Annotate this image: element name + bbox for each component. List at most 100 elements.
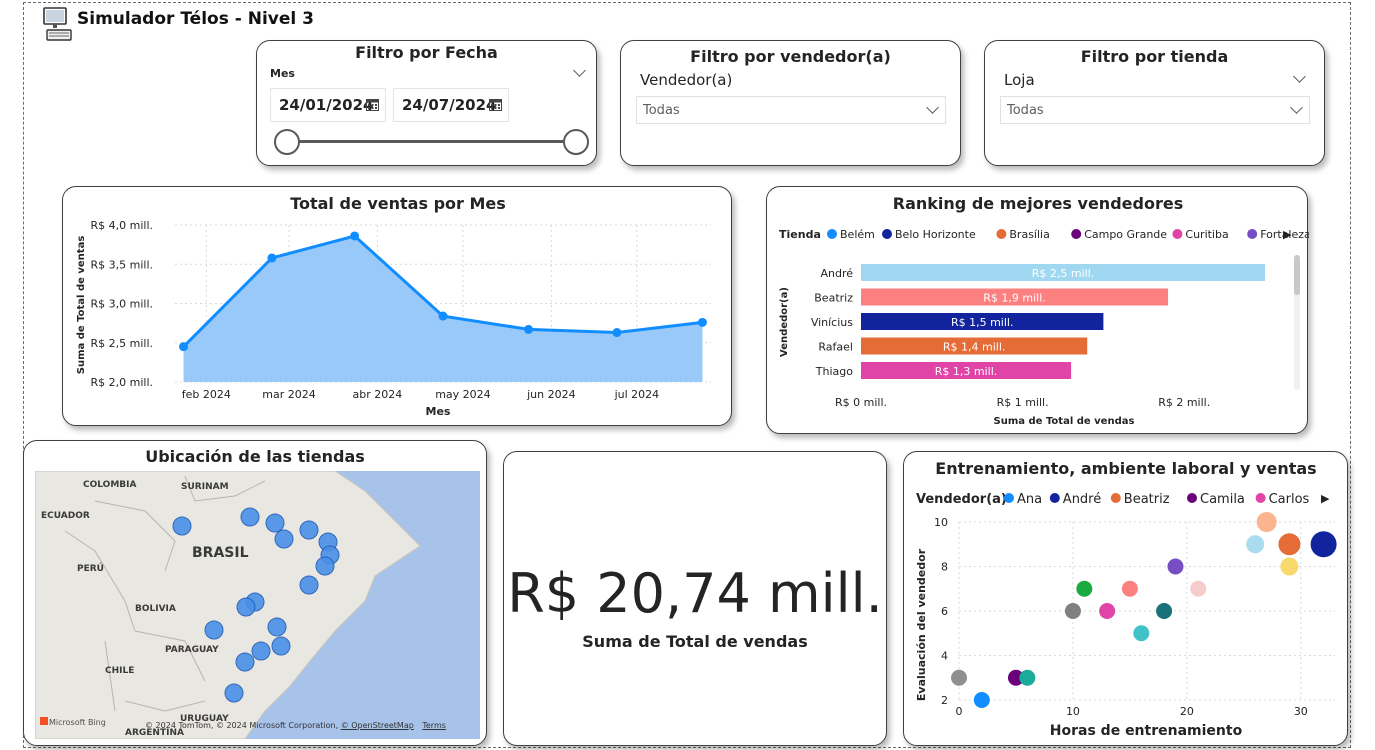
bar-category-label: Thiago	[815, 365, 853, 378]
training-scatter-chart: Entrenamiento, ambiente laboral y ventas…	[915, 459, 1337, 739]
ranking-bar[interactable]	[861, 362, 1072, 379]
training-scatter-card: Entrenamiento, ambiente laboral y ventas…	[903, 451, 1348, 746]
sales-point[interactable]	[179, 342, 189, 352]
sales-point[interactable]	[350, 231, 360, 241]
map-label: URUGUAY	[180, 714, 229, 724]
legend-next-icon: ▶	[1283, 228, 1292, 241]
page-right-margin	[1351, 0, 1375, 750]
scatter-point[interactable]	[1064, 603, 1081, 619]
scatter-point[interactable]	[1156, 603, 1173, 619]
x-axis-title: Horas de entrenamiento	[1050, 723, 1243, 739]
scatter-point[interactable]	[1099, 603, 1116, 619]
sales-point[interactable]	[438, 311, 448, 321]
legend-label[interactable]: Beatriz	[1124, 492, 1170, 507]
store-marker	[265, 513, 285, 533]
legend-label[interactable]: Curitiba	[1185, 228, 1228, 241]
kpi-label: Suma de Total de vendas	[582, 632, 808, 651]
date-range-slider-track[interactable]	[287, 140, 577, 143]
chart-title: Ranking de mejores vendedores	[893, 194, 1183, 213]
seller-filter-field-label: Vendedor(a)	[640, 71, 733, 89]
map-title: Ubicación de las tiendas	[145, 447, 365, 466]
store-marker	[271, 636, 291, 656]
scatter-point[interactable]	[1246, 535, 1265, 554]
legend-label[interactable]: Belém	[840, 228, 875, 241]
legend-label[interactable]: André	[1063, 492, 1101, 507]
legend-label[interactable]: Ana	[1017, 492, 1042, 507]
map-label: ECUADOR	[41, 511, 90, 521]
store-map[interactable]: COLOMBIA SURINAM ECUADOR BRASIL PERÚ BOLIVIA P…	[35, 471, 480, 739]
scatter-point[interactable]	[973, 692, 990, 708]
store-map-card: Ubicación de las tiendas COLOMBIA SURINAM…	[23, 440, 487, 746]
x-tick-label: 0	[956, 705, 963, 718]
calendar-icon[interactable]	[366, 98, 379, 111]
map-label: PARAGUAY	[165, 645, 219, 655]
bar-value-label: R$ 1,3 mill.	[935, 365, 998, 378]
bar-value-label: R$ 2,5 mill.	[1032, 267, 1095, 280]
sales-by-month-chart: Total de ventas por Mes Suma de Total de…	[76, 194, 711, 418]
legend-label[interactable]: Belo Horizonte	[895, 228, 976, 241]
date-range-slider-end-handle[interactable]	[563, 129, 589, 155]
scatter-point[interactable]	[1007, 669, 1024, 686]
legend-label[interactable]: Camila	[1200, 492, 1245, 507]
scatter-point[interactable]	[1310, 531, 1337, 558]
legend-label[interactable]: Campo Grande	[1084, 228, 1167, 241]
sales-point[interactable]	[697, 317, 707, 327]
legend-marker	[1110, 493, 1121, 503]
scatter-point[interactable]	[1167, 558, 1184, 575]
legend-marker	[882, 229, 892, 239]
ranking-bar[interactable]	[861, 313, 1104, 330]
store-marker	[204, 620, 224, 640]
y-tick-label: R$ 2,5 mill.	[90, 337, 153, 350]
computer-icon	[43, 7, 72, 41]
total-sales-kpi-card: R$ 20,74 mill. Suma de Total de vendas	[503, 451, 887, 746]
openstreetmap-link[interactable]: © OpenStreetMap	[340, 721, 414, 730]
bar-value-label: R$ 1,9 mill.	[983, 292, 1046, 305]
scatter-point[interactable]	[1076, 580, 1093, 597]
scatter-point[interactable]	[1256, 512, 1277, 532]
ranking-bar[interactable]	[861, 288, 1169, 306]
store-marker	[299, 520, 319, 540]
y-tick-label: 2	[941, 694, 948, 707]
scatter-point[interactable]	[1121, 580, 1138, 597]
sales-point[interactable]	[524, 324, 534, 334]
map-label: ARGENTINA	[125, 728, 184, 738]
date-range-slider-start-handle[interactable]	[274, 129, 300, 155]
sales-by-month-card: Total de ventas por Mes Suma de Total de…	[62, 186, 732, 426]
end-date-input[interactable]: 24/07/2024	[393, 88, 509, 122]
legend-label[interactable]: Fortaleza	[1260, 228, 1309, 241]
sales-point[interactable]	[612, 328, 622, 338]
legend-marker	[1071, 229, 1082, 239]
chevron-down-icon[interactable]	[573, 64, 586, 77]
scatter-point[interactable]	[1278, 533, 1301, 556]
scrollbar-thumb[interactable]	[1294, 255, 1300, 295]
ranking-bar[interactable]	[861, 337, 1088, 355]
terms-link[interactable]: Terms	[422, 721, 446, 730]
legend-label[interactable]: Carlos	[1269, 492, 1310, 507]
x-tick-label: jul 2024	[614, 388, 660, 401]
calendar-icon[interactable]	[489, 98, 502, 111]
report-page-frame	[23, 2, 1351, 748]
store-dropdown[interactable]: Todas	[1000, 96, 1310, 124]
seller-filter-title: Filtro por vendedor(a)	[690, 47, 891, 66]
store-marker	[299, 575, 319, 595]
seller-dropdown[interactable]: Todas	[636, 96, 946, 124]
scatter-point[interactable]	[1190, 580, 1207, 597]
scatter-point[interactable]	[951, 669, 967, 686]
map-label: BOLIVIA	[135, 604, 176, 614]
chart-title: Total de ventas por Mes	[290, 194, 506, 213]
start-date-input[interactable]: 24/01/2024	[270, 88, 386, 122]
legend-label[interactable]: Brasília	[1009, 228, 1049, 241]
y-tick-label: R$ 3,0 mill.	[90, 298, 153, 311]
scatter-point[interactable]	[1133, 625, 1150, 642]
scatter-point[interactable]	[1019, 669, 1036, 686]
sales-point[interactable]	[267, 253, 277, 263]
chart-title: Entrenamiento, ambiente laboral y ventas	[935, 459, 1316, 478]
chevron-down-icon[interactable]	[1293, 70, 1306, 83]
store-marker	[267, 617, 287, 637]
store-marker	[315, 556, 335, 576]
kpi-value: R$ 20,74 mill.	[507, 562, 883, 625]
ranking-bar[interactable]	[861, 264, 1265, 281]
legend-marker	[1187, 493, 1197, 503]
scatter-point[interactable]	[1280, 557, 1299, 576]
y-tick-label: 4	[941, 650, 948, 663]
